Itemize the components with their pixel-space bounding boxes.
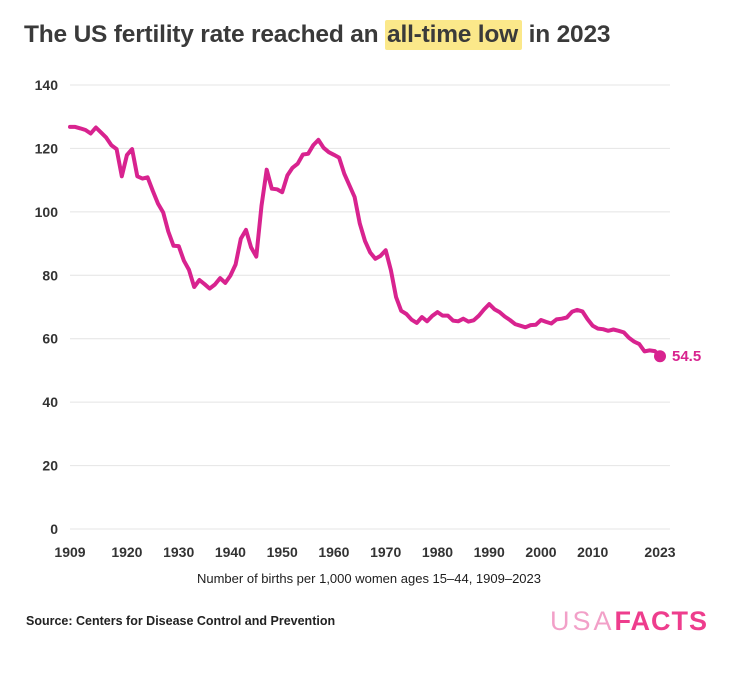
footer: Source: Centers for Disease Control and …	[18, 605, 720, 636]
y-tick-label: 80	[42, 267, 58, 283]
x-tick-label: 1950	[267, 544, 298, 560]
x-tick-label: 1970	[370, 544, 401, 560]
chart-card: The US fertility rate reached an all-tim…	[18, 20, 720, 636]
chart-title: The US fertility rate reached an all-tim…	[24, 20, 714, 51]
y-tick-label: 40	[42, 394, 58, 410]
title-highlight: all-time low	[385, 20, 523, 50]
x-tick-label: 1940	[215, 544, 246, 560]
source-text: Source: Centers for Disease Control and …	[26, 614, 336, 629]
end-point-dot	[654, 349, 666, 362]
x-tick-label: 2010	[577, 544, 608, 560]
y-tick-label: 100	[35, 204, 59, 220]
end-point-label: 54.5	[672, 348, 701, 365]
y-tick-label: 60	[42, 330, 58, 346]
x-tick-label: 1960	[318, 544, 349, 560]
y-tick-label: 20	[42, 457, 58, 473]
usafacts-logo: USAFACTS	[549, 605, 708, 636]
y-tick-label: 140	[35, 77, 59, 93]
logo-usa: USA	[549, 605, 615, 636]
x-tick-label: 1980	[422, 544, 453, 560]
y-tick-label: 0	[50, 521, 58, 537]
x-tick-label: 1909	[54, 544, 85, 560]
x-tick-label: 1990	[474, 544, 505, 560]
chart-caption: Number of births per 1,000 women ages 15…	[196, 570, 541, 586]
x-tick-label: 2023	[644, 544, 675, 560]
x-tick-label: 1930	[163, 544, 194, 560]
x-tick-label: 2000	[525, 544, 556, 560]
x-tick-label: 1920	[111, 544, 142, 560]
y-tick-label: 120	[35, 140, 59, 156]
fertility-line-chart: 0 20 40 60 80 100 120 140 1909 1920 1930 1940 1950 19…	[35, 77, 702, 560]
title-suffix: in 2023	[522, 21, 611, 48]
title-prefix: The US fertility rate reached an	[24, 21, 386, 48]
logo-facts: FACTS	[614, 605, 708, 636]
fertility-rate-line	[68, 124, 662, 358]
